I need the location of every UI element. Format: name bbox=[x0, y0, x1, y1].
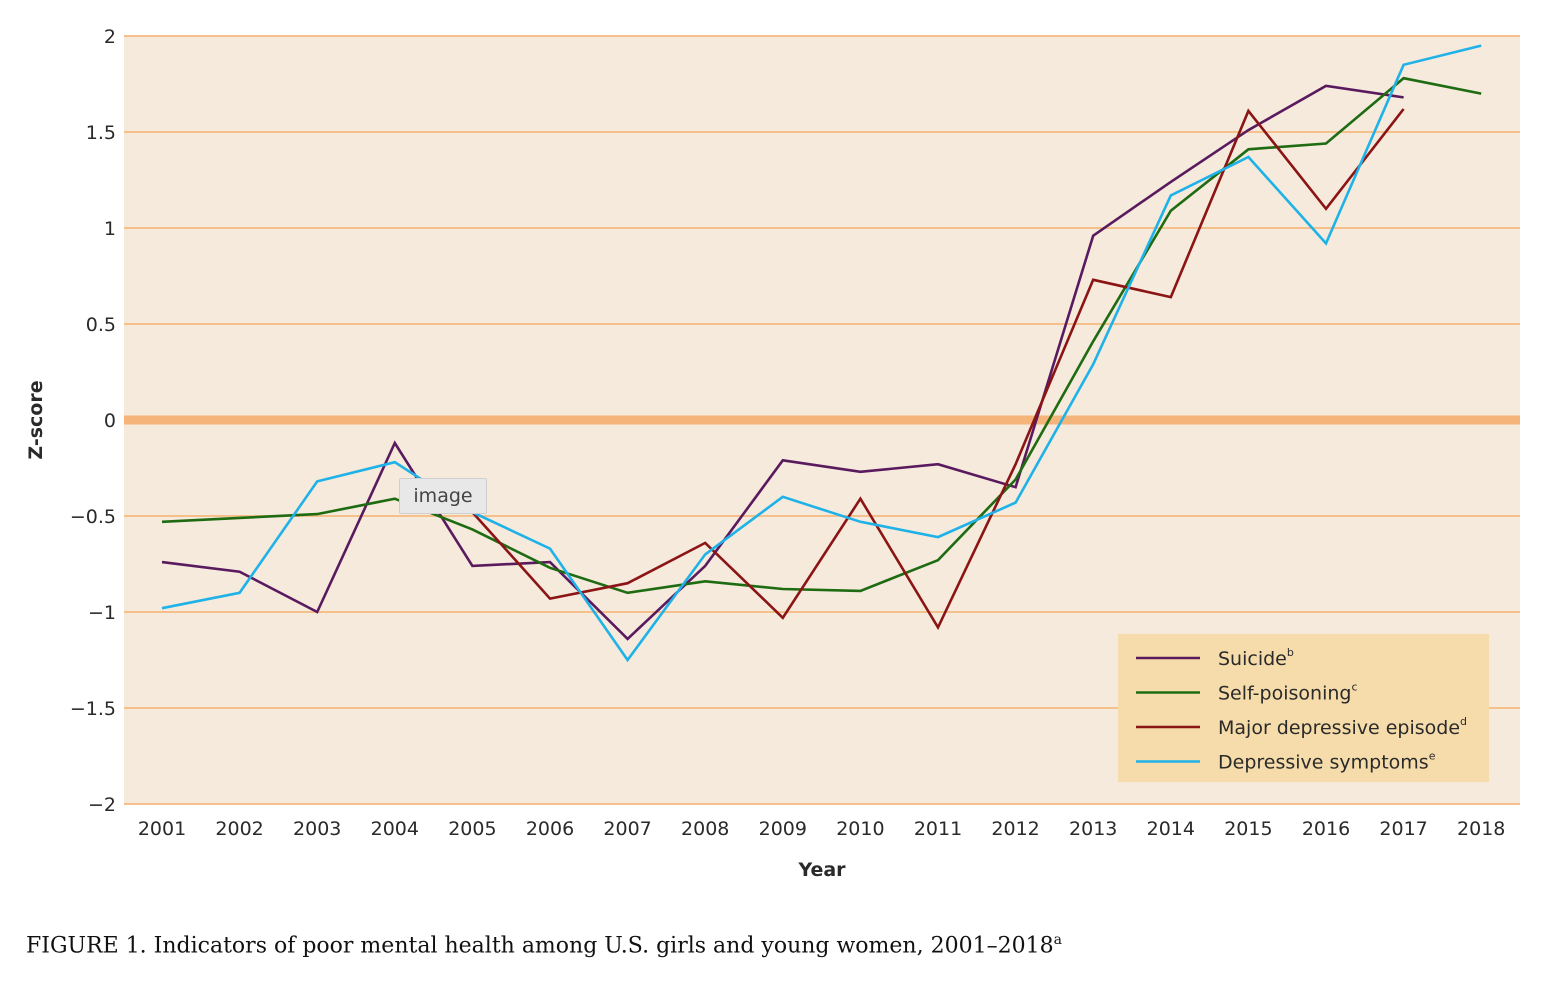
y-tick-label: 2 bbox=[104, 26, 116, 48]
x-tick-label: 2013 bbox=[1069, 818, 1117, 840]
x-tick-label: 2003 bbox=[293, 818, 341, 840]
y-tick-label: 0 bbox=[104, 410, 116, 432]
caption-text: FIGURE 1. Indicators of poor mental heal… bbox=[26, 933, 1054, 959]
legend-label: Depressive symptomse bbox=[1218, 750, 1436, 774]
gridlines bbox=[124, 35, 1520, 805]
legend: Suicideb Self-poisoningc Major depressive … bbox=[1118, 634, 1489, 782]
x-axis-ticks: 2001 2002 2003 2004 2005 2006 2007 2008 2009 2010… bbox=[138, 818, 1506, 840]
series-line bbox=[161, 84, 1404, 641]
series-depressive-symptoms bbox=[161, 44, 1482, 663]
x-tick-label: 2018 bbox=[1457, 818, 1505, 840]
x-tick-label: 2008 bbox=[681, 818, 729, 840]
legend-superscript: e bbox=[1429, 750, 1436, 763]
x-tick-label: 2006 bbox=[526, 818, 574, 840]
x-tick-label: 2014 bbox=[1147, 818, 1195, 840]
y-tick-label: 0.5 bbox=[86, 314, 116, 336]
figure-caption: FIGURE 1. Indicators of poor mental heal… bbox=[26, 932, 1062, 958]
series-line bbox=[161, 44, 1482, 663]
series-self-poisoning bbox=[161, 76, 1482, 595]
tooltip-text: image bbox=[413, 485, 473, 507]
series-lines bbox=[161, 44, 1482, 663]
y-tick-label: 1.5 bbox=[86, 122, 116, 144]
series-major-depressive-episode bbox=[471, 108, 1405, 631]
legend-superscript: b bbox=[1287, 646, 1294, 659]
legend-label: Suicideb bbox=[1218, 646, 1294, 670]
series-line bbox=[471, 108, 1405, 631]
line-chart: 21.510.50−0.5−1−1.5−2 2001 2002 2003 2004 20… bbox=[25, 26, 1520, 881]
x-tick-label: 2004 bbox=[371, 818, 419, 840]
x-tick-label: 2016 bbox=[1302, 818, 1350, 840]
y-tick-label: −2 bbox=[88, 794, 116, 816]
image-tooltip: image bbox=[399, 478, 487, 514]
x-tick-label: 2007 bbox=[603, 818, 651, 840]
y-tick-label: −1 bbox=[88, 602, 116, 624]
x-tick-label: 2015 bbox=[1224, 818, 1272, 840]
x-tick-label: 2017 bbox=[1379, 818, 1427, 840]
x-tick-label: 2010 bbox=[836, 818, 884, 840]
x-axis-title: Year bbox=[797, 859, 846, 881]
x-tick-label: 2012 bbox=[991, 818, 1039, 840]
series-suicide bbox=[161, 84, 1404, 641]
legend-label: Self-poisoningc bbox=[1218, 681, 1358, 705]
y-axis-title: Z-score bbox=[25, 380, 47, 459]
x-tick-label: 2011 bbox=[914, 818, 962, 840]
y-tick-label: 1 bbox=[104, 218, 116, 240]
legend-superscript: c bbox=[1351, 681, 1357, 694]
x-tick-label: 2005 bbox=[448, 818, 496, 840]
y-tick-label: −0.5 bbox=[70, 506, 116, 528]
x-tick-label: 2009 bbox=[759, 818, 807, 840]
x-tick-label: 2001 bbox=[138, 818, 186, 840]
legend-label: Major depressive episoded bbox=[1218, 715, 1467, 739]
caption-superscript: a bbox=[1053, 932, 1062, 948]
series-line bbox=[161, 76, 1482, 595]
y-axis-ticks: 2 1.5 1 0.5 0 −0.5 −1 −1.5 −2 bbox=[70, 26, 116, 816]
legend-superscript: d bbox=[1460, 715, 1467, 728]
x-tick-label: 2002 bbox=[215, 818, 263, 840]
y-tick-label: −1.5 bbox=[70, 698, 116, 720]
